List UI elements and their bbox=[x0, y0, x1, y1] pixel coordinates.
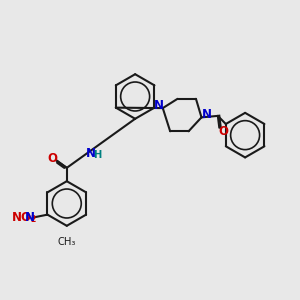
Text: N: N bbox=[154, 99, 164, 112]
Text: O: O bbox=[218, 125, 228, 138]
Text: O: O bbox=[48, 152, 58, 165]
Text: N: N bbox=[86, 146, 96, 160]
Text: N: N bbox=[202, 108, 212, 121]
Text: H: H bbox=[93, 150, 101, 160]
Text: 2: 2 bbox=[30, 215, 35, 224]
Text: CH₃: CH₃ bbox=[58, 237, 76, 247]
Text: NO: NO bbox=[12, 211, 32, 224]
Text: N: N bbox=[25, 211, 35, 224]
